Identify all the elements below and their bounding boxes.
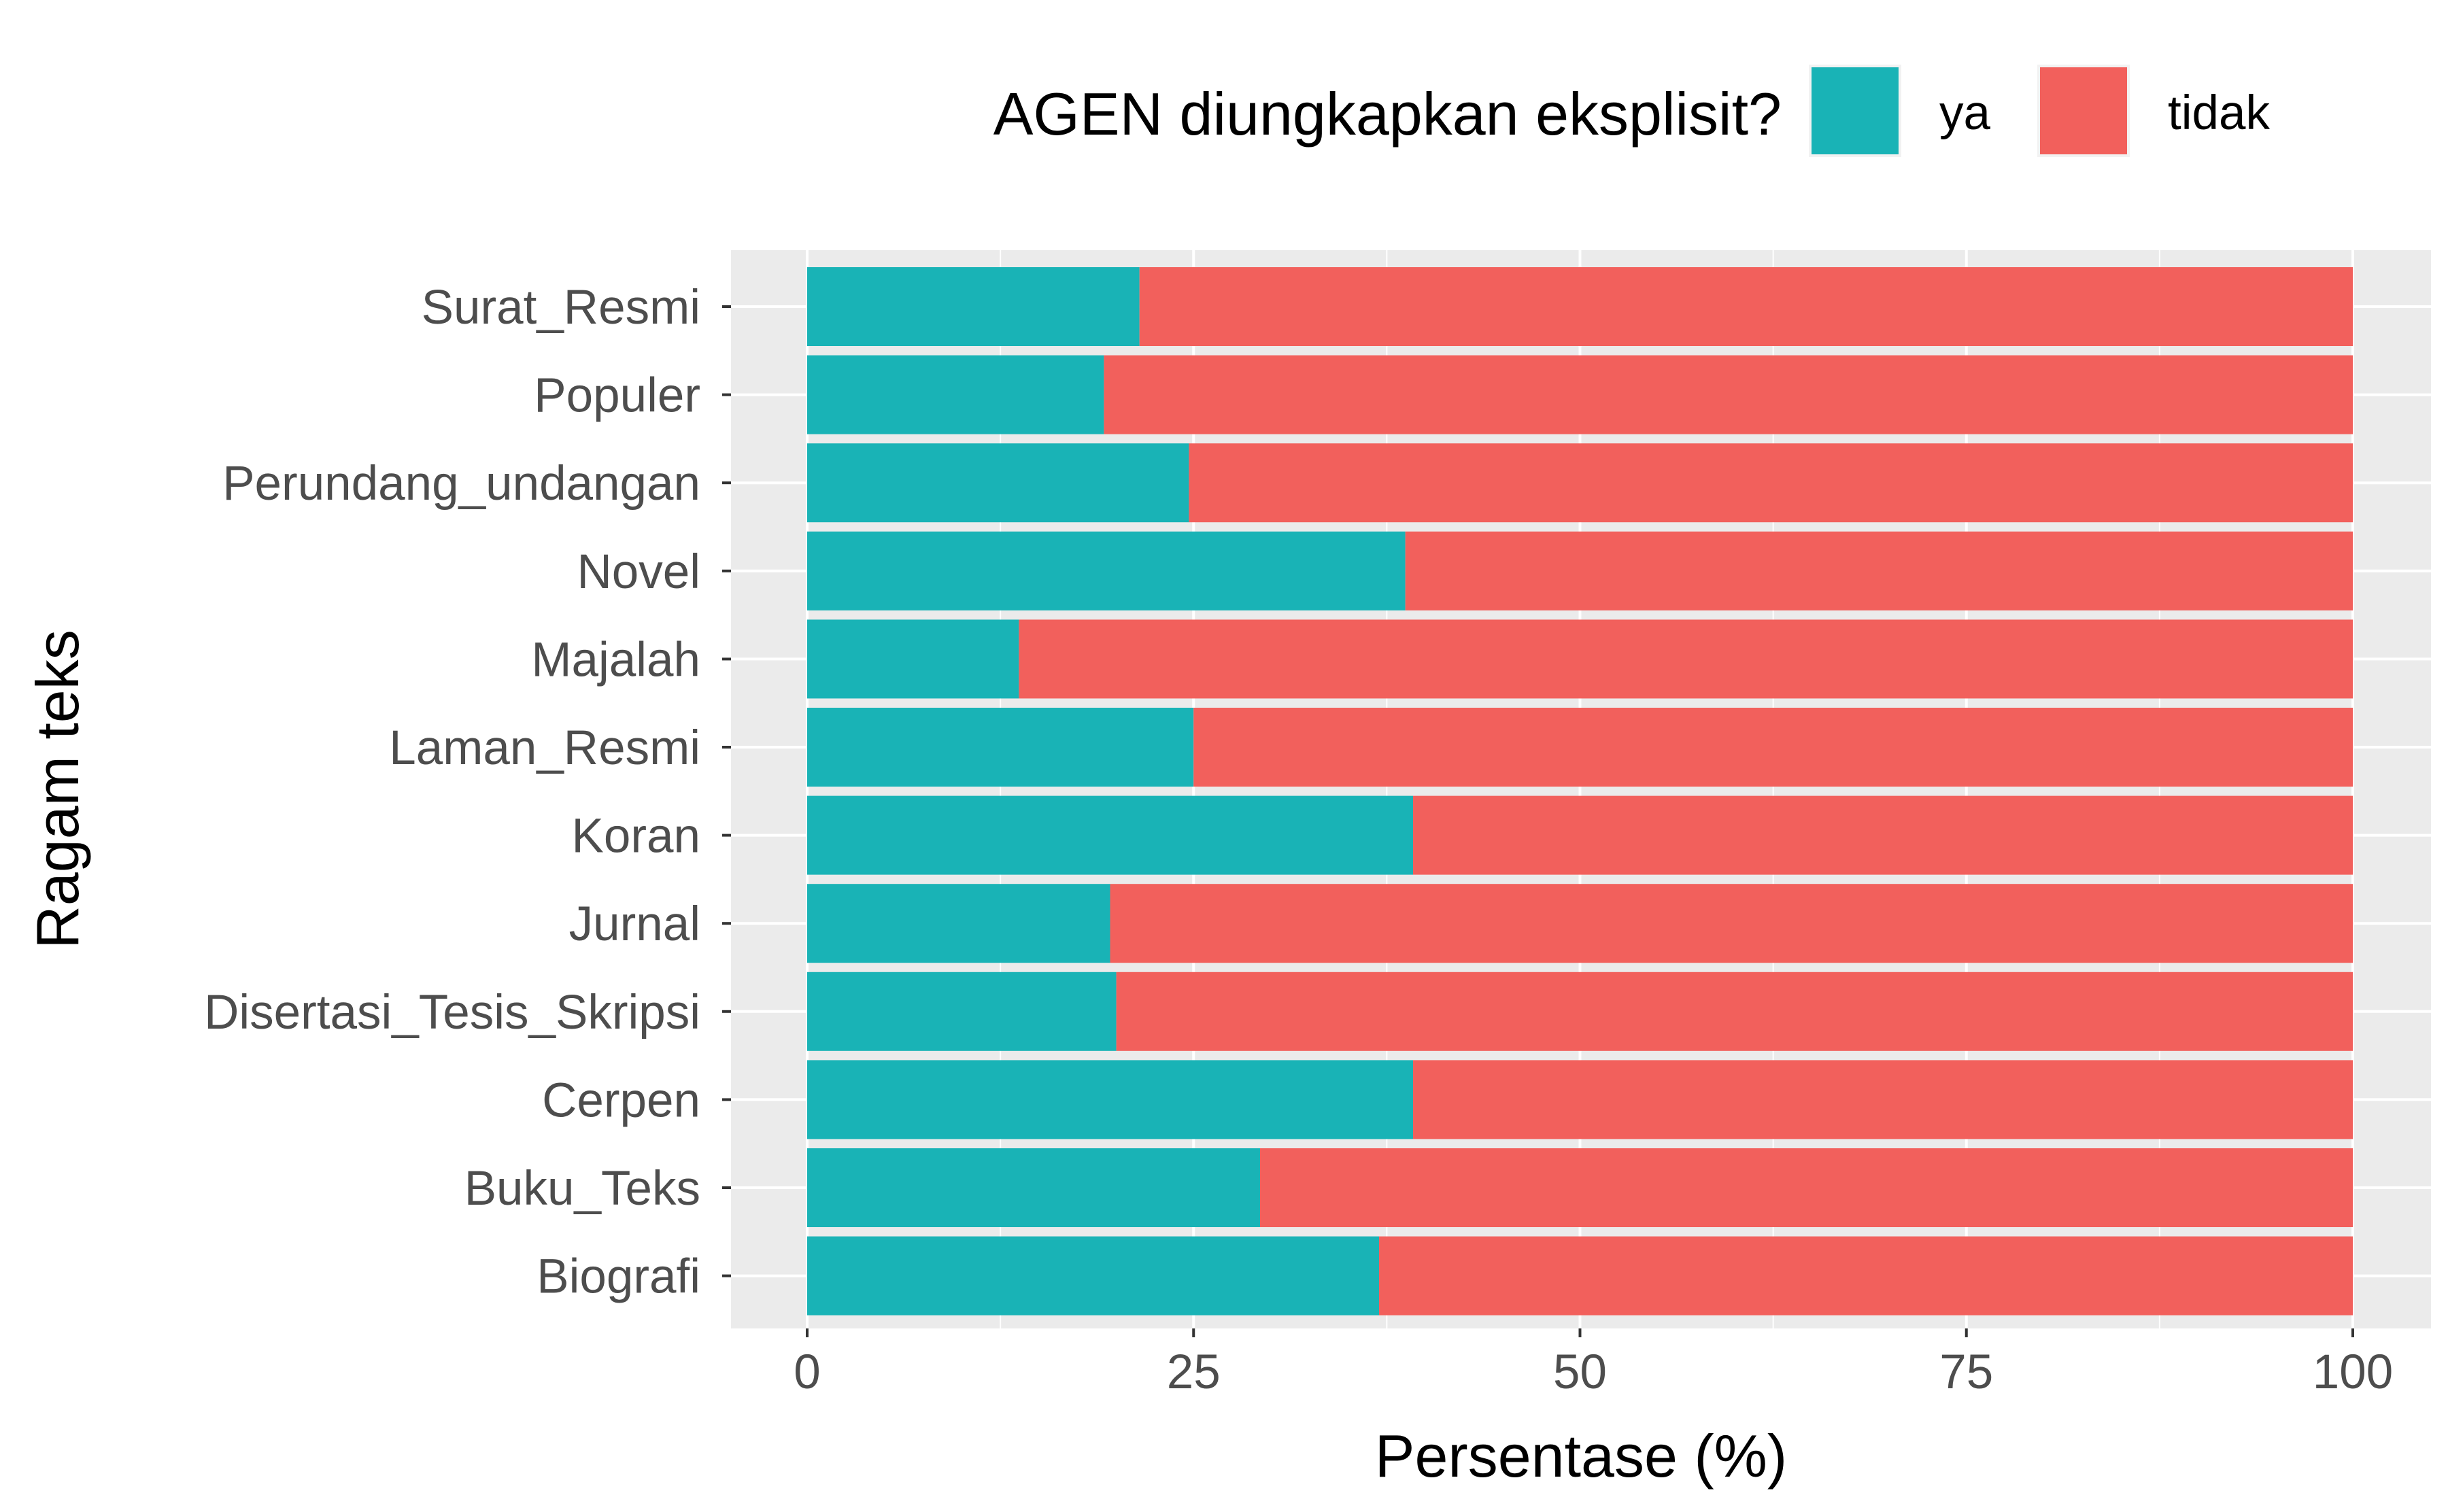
bar-tidak-biografi	[1379, 1236, 2353, 1316]
bar-ya-jurnal	[807, 884, 1110, 963]
y-axis-title: Ragam teks	[24, 630, 91, 949]
bar-tidak-surat_resmi	[1139, 267, 2353, 346]
bar-tidak-perundang_undangan	[1189, 443, 2353, 523]
y-tick-label: Koran	[572, 810, 700, 863]
bar-tidak-koran	[1413, 795, 2353, 875]
bar-tidak-disertasi_tesis_skripsi	[1116, 972, 2353, 1051]
x-axis: 0 25 50 75 100	[794, 1328, 2393, 1399]
bar-ya-biografi	[807, 1236, 1380, 1316]
y-tick-label: Surat_Resmi	[422, 281, 700, 334]
y-tick-label: Cerpen	[542, 1073, 700, 1127]
x-tick-label: 0	[794, 1345, 821, 1399]
bar-ya-cerpen	[807, 1060, 1414, 1139]
legend-title: AGEN diungkapkan eksplisit?	[993, 80, 1782, 148]
bar-ya-buku_teks	[807, 1148, 1260, 1227]
bar-ya-surat_resmi	[807, 267, 1140, 346]
legend-label-ya: ya	[1939, 86, 1991, 140]
bar-tidak-majalah	[1019, 619, 2353, 699]
bar-ya-majalah	[807, 619, 1019, 699]
y-tick-label: Perundang_undangan	[222, 457, 700, 511]
bar-tidak-populer	[1104, 355, 2353, 434]
bar-tidak-cerpen	[1413, 1060, 2353, 1139]
legend-label-tidak: tidak	[2168, 86, 2270, 140]
x-tick-label: 100	[2313, 1345, 2393, 1399]
y-tick-label: Disertasi_Tesis_Skripsi	[204, 986, 700, 1040]
x-tick-label: 75	[1939, 1345, 1993, 1399]
y-tick-label: Laman_Resmi	[389, 721, 700, 775]
x-tick-label: 25	[1167, 1345, 1221, 1399]
legend-swatch-ya	[1812, 67, 1899, 154]
y-axis: Surat_Resmi Populer Perundang_undangan Nove…	[204, 281, 731, 1304]
y-tick-label: Biografi	[537, 1250, 700, 1304]
legend-swatch-tidak	[2040, 67, 2127, 154]
bar-tidak-buku_teks	[1259, 1148, 2353, 1227]
bar-ya-perundang_undangan	[807, 443, 1189, 523]
bar-ya-novel	[807, 531, 1406, 611]
bar-tidak-novel	[1405, 531, 2353, 611]
y-tick-label: Novel	[577, 545, 700, 599]
y-tick-label: Majalah	[531, 633, 700, 687]
bar-ya-koran	[807, 795, 1414, 875]
bar-ya-laman_resmi	[807, 708, 1194, 787]
y-tick-label: Buku_Teks	[464, 1162, 700, 1216]
bar-ya-populer	[807, 355, 1104, 434]
x-axis-title: Persentase (%)	[1375, 1422, 1787, 1490]
bar-ya-disertasi_tesis_skripsi	[807, 972, 1117, 1051]
y-tick-label: Jurnal	[569, 897, 700, 951]
bar-tidak-jurnal	[1110, 884, 2353, 963]
x-tick-label: 50	[1553, 1345, 1607, 1399]
y-tick-label: Populer	[534, 369, 700, 423]
bar-tidak-laman_resmi	[1193, 708, 2353, 787]
legend: AGEN diungkapkan eksplisit? ya tidak	[993, 65, 2270, 157]
bars	[807, 267, 2353, 1316]
